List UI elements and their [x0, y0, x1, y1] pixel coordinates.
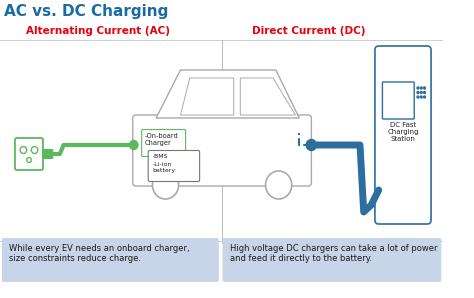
Text: -BMS: -BMS — [153, 154, 168, 159]
FancyBboxPatch shape — [42, 149, 53, 159]
Circle shape — [265, 171, 292, 199]
Circle shape — [306, 139, 317, 150]
Polygon shape — [156, 70, 299, 118]
Polygon shape — [181, 78, 234, 115]
Circle shape — [20, 147, 27, 153]
FancyBboxPatch shape — [383, 82, 414, 119]
Circle shape — [27, 158, 31, 162]
FancyBboxPatch shape — [15, 138, 43, 170]
Circle shape — [417, 91, 419, 94]
FancyBboxPatch shape — [148, 150, 200, 181]
FancyBboxPatch shape — [222, 238, 441, 282]
Circle shape — [420, 91, 422, 94]
Circle shape — [424, 91, 426, 94]
Circle shape — [417, 87, 419, 89]
FancyBboxPatch shape — [133, 115, 311, 186]
FancyBboxPatch shape — [142, 130, 186, 156]
Circle shape — [417, 96, 419, 98]
Text: -Li-ion
battery: -Li-ion battery — [153, 162, 175, 173]
Text: High voltage DC chargers can take a lot of power
and feed it directly to the bat: High voltage DC chargers can take a lot … — [230, 244, 438, 263]
Text: Direct Current (DC): Direct Current (DC) — [252, 26, 365, 36]
Polygon shape — [240, 78, 295, 115]
FancyBboxPatch shape — [2, 238, 219, 282]
Text: DC Fast
Charging
Station: DC Fast Charging Station — [387, 122, 419, 142]
Circle shape — [420, 96, 422, 98]
Circle shape — [424, 96, 426, 98]
FancyBboxPatch shape — [375, 46, 431, 224]
Text: While every EV needs an onboard charger,
size constraints reduce charge.: While every EV needs an onboard charger,… — [9, 244, 190, 263]
Text: -On-board
Charger: -On-board Charger — [145, 133, 179, 146]
Circle shape — [153, 171, 179, 199]
Text: Alternating Current (AC): Alternating Current (AC) — [26, 26, 170, 36]
Circle shape — [31, 147, 38, 153]
Circle shape — [129, 140, 138, 150]
Circle shape — [420, 87, 422, 89]
Text: AC vs. DC Charging: AC vs. DC Charging — [4, 4, 168, 19]
Circle shape — [424, 87, 426, 89]
